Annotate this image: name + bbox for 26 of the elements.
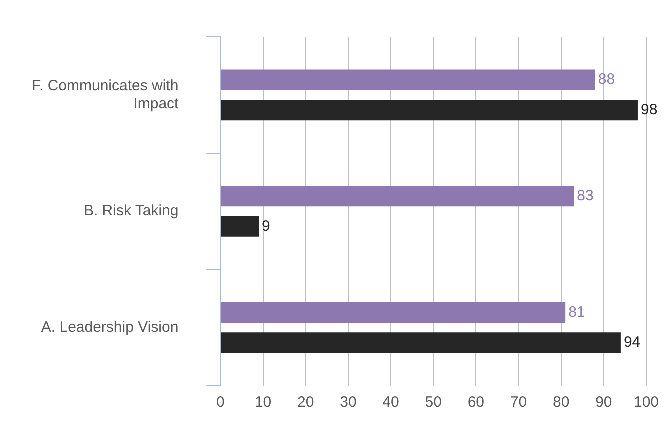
y-tick-label: A. Leadership Vision — [41, 318, 179, 336]
x-tick-label: 50 — [425, 394, 442, 412]
data-label: 94 — [624, 334, 641, 352]
bar — [221, 186, 574, 207]
x-tick-label: 20 — [298, 394, 314, 412]
y-tick-label: F. Communicates with Impact — [32, 77, 180, 112]
x-tick-label: 0 — [216, 394, 225, 412]
data-label: 83 — [577, 188, 594, 205]
bar — [221, 216, 260, 237]
x-tick-label: 40 — [382, 394, 400, 412]
x-tick-label: 90 — [596, 394, 612, 412]
x-tick-label: 30 — [340, 394, 357, 412]
x-tick-label: 100 — [634, 394, 659, 412]
x-tick-label: 70 — [510, 394, 528, 412]
bar — [221, 70, 596, 90]
data-label: 81 — [568, 304, 586, 321]
bar — [221, 302, 566, 323]
x-tick-label: 10 — [254, 394, 272, 412]
bar — [221, 332, 621, 354]
data-label: 88 — [598, 71, 616, 88]
data-label: 9 — [262, 218, 270, 235]
x-tick-label: 60 — [468, 394, 485, 412]
y-tick-label: B. Risk Taking — [84, 202, 179, 220]
data-label: 98 — [640, 101, 658, 118]
bar — [221, 100, 638, 121]
x-tick-label: 80 — [552, 394, 570, 412]
